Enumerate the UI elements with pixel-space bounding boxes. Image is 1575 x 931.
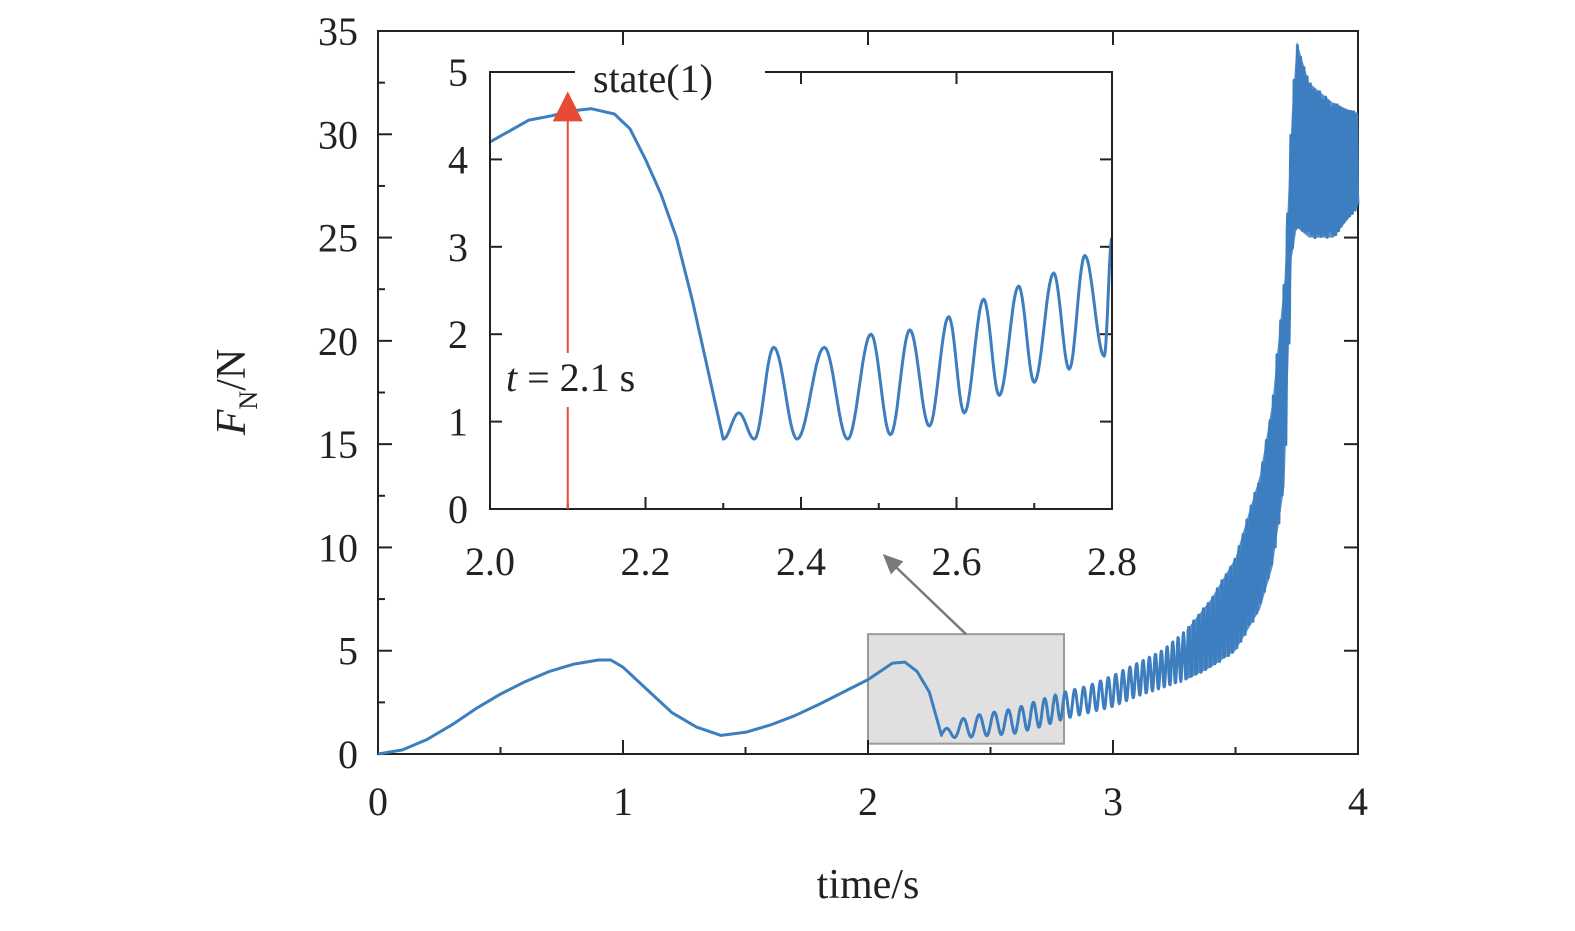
y-tick-label: 10 (318, 525, 358, 570)
y-axis-title-main: F (209, 409, 255, 436)
inset-y-tick-label: 1 (448, 400, 468, 445)
x-tick-label: 3 (1103, 779, 1123, 824)
inset-y-tick-label: 2 (448, 312, 468, 357)
x-tick-label: 1 (613, 779, 633, 824)
y-tick-label: 25 (318, 216, 358, 261)
x-axis-title: time/s (817, 862, 920, 908)
inset-series-line (489, 107, 1114, 441)
legend-label: state(1) (593, 56, 713, 101)
x-tick-label: 4 (1348, 779, 1368, 824)
time-marker-arrowhead (552, 91, 583, 122)
legend-background (575, 52, 765, 100)
y-tick-label: 15 (318, 422, 358, 467)
inset-series-group (489, 107, 1114, 441)
time-marker-label-var: t (506, 355, 518, 400)
inset-y-tick-label: 5 (448, 50, 468, 95)
inset-y-tick-label: 0 (448, 487, 468, 532)
inset-x-tick-label: 2.0 (465, 539, 515, 584)
main-series-oscillation-band (1186, 41, 1358, 680)
inset-plot-frame (489, 71, 1113, 510)
time-marker-label-value: = 2.1 s (517, 355, 635, 400)
time-marker-label-background (498, 353, 690, 408)
zoom-pointer-line (891, 563, 967, 636)
zoom-pointer-arrowhead (882, 554, 904, 575)
time-marker-label: t = 2.1 s (506, 355, 635, 400)
y-axis-title-tail: /N (209, 349, 255, 391)
inset-y-tick-label: 3 (448, 225, 468, 270)
y-tick-label: 5 (338, 629, 358, 674)
inset-chart: 2.0 2.2 2.4 2.6 2.8 0 1 2 3 4 5 state(1) t = 2.1 s (448, 50, 1137, 584)
main-series-group (377, 41, 1360, 756)
x-tick-label: 2 (858, 779, 878, 824)
inset-y-tick-label: 4 (448, 137, 468, 182)
y-tick-label: 35 (318, 9, 358, 54)
y-axis-title-sub: N (234, 391, 263, 410)
x-tick-label: 0 (368, 779, 388, 824)
inset-x-tick-label: 2.8 (1087, 539, 1137, 584)
inset-background (490, 72, 1112, 509)
y-tick-label: 0 (338, 732, 358, 777)
inset-x-tick-label: 2.4 (776, 539, 826, 584)
y-axis-title: FN/N (209, 349, 263, 436)
inset-x-tick-label: 2.6 (932, 539, 982, 584)
y-tick-label: 20 (318, 319, 358, 364)
inset-x-tick-label: 2.2 (621, 539, 671, 584)
y-tick-label: 30 (318, 112, 358, 157)
inset-axis-ticks: 2.0 2.2 2.4 2.6 2.8 0 1 2 3 4 5 (448, 50, 1137, 584)
